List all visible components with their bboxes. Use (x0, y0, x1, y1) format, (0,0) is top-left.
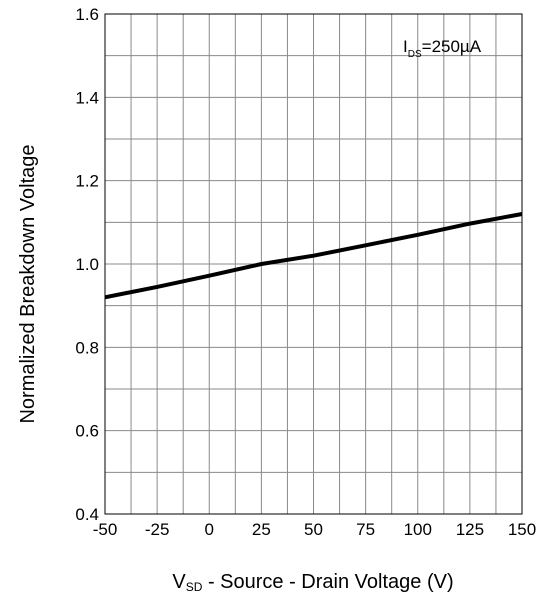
series-layer (104, 212, 523, 300)
annotation-prefix: I (403, 37, 408, 56)
y-tick-labels: 0.4 0.6 0.8 1.0 1.2 1.4 1.6 (75, 5, 99, 524)
x-tick-label: 125 (456, 520, 484, 539)
plot-frame (104, 13, 523, 515)
x-axis-label-subscript: SD (186, 580, 203, 594)
y-tick-label: 0.4 (75, 505, 99, 524)
x-tick-label: 50 (304, 520, 323, 539)
y-axis-label: Normalized Breakdown Voltage (17, 144, 39, 423)
x-axis-label-prefix: V (172, 571, 186, 593)
x-axis-label: VSD - Source - Drain Voltage (V) (172, 571, 453, 594)
x-tick-label: -25 (145, 520, 170, 539)
x-tick-label: 0 (205, 520, 214, 539)
annotation-rest: =250µA (422, 37, 482, 56)
x-tick-label: -50 (93, 520, 118, 539)
y-tick-label: 1.0 (75, 255, 99, 274)
y-tick-label: 1.2 (75, 172, 99, 191)
x-axis-label-rest: - Source - Drain Voltage (V) (202, 571, 453, 593)
y-tick-label: 1.6 (75, 5, 99, 24)
y-tick-label: 0.6 (75, 422, 99, 441)
grid (104, 13, 523, 515)
x-tick-labels: -50 -25 0 25 50 75 100 125 150 (93, 520, 536, 539)
y-tick-label: 1.4 (75, 88, 99, 107)
x-tick-label: 150 (508, 520, 536, 539)
y-tick-label: 0.8 (75, 338, 99, 357)
x-tick-label: 75 (356, 520, 375, 539)
series-line (104, 212, 523, 300)
current-annotation: IDS=250µA (403, 37, 482, 60)
x-tick-label: 25 (252, 520, 271, 539)
x-tick-label: 100 (404, 520, 432, 539)
annotation-subscript: DS (408, 49, 422, 60)
